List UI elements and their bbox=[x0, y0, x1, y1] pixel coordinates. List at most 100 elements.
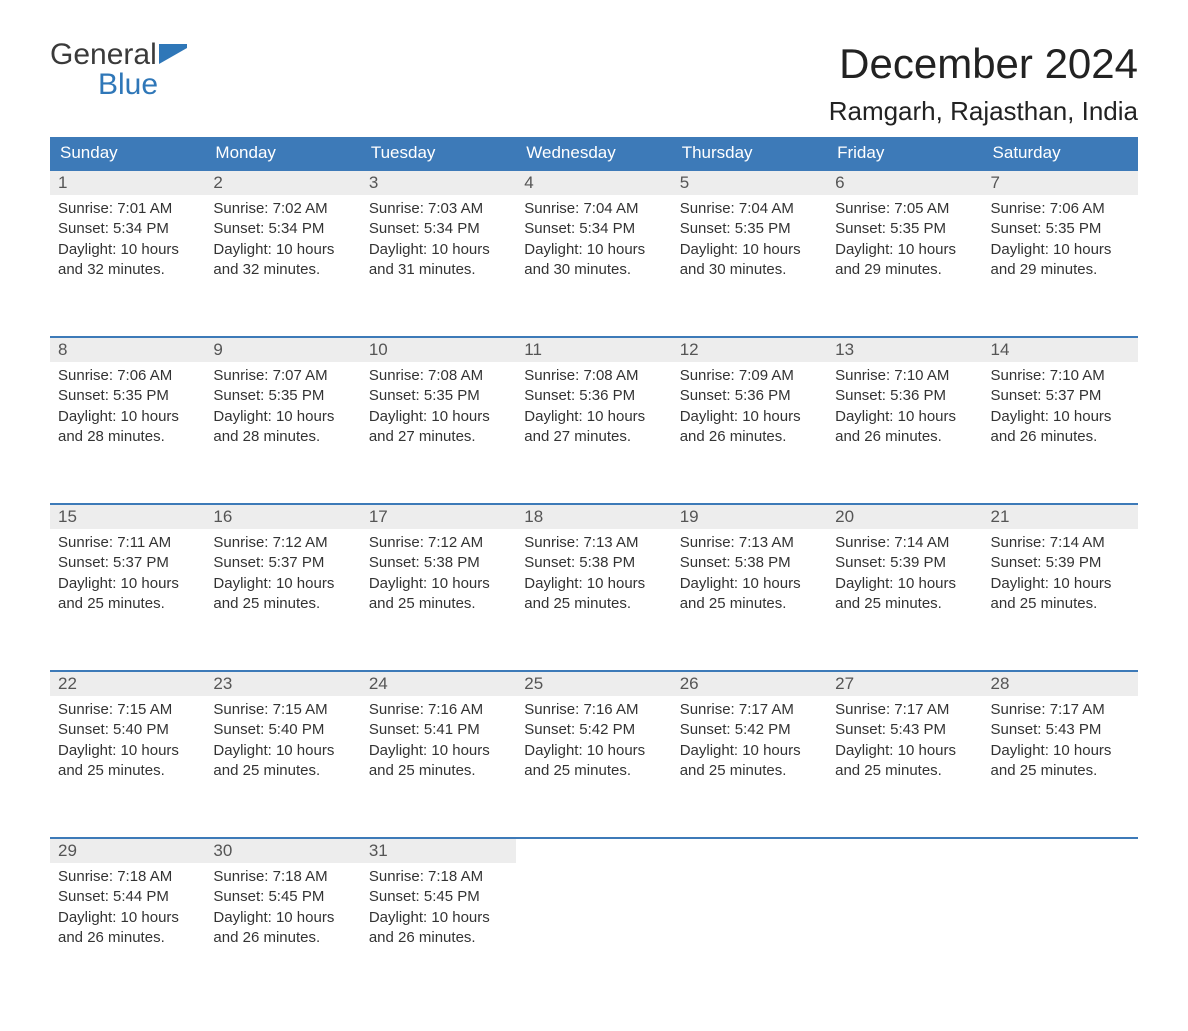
day-cell-content: Sunrise: 7:18 AMSunset: 5:45 PMDaylight:… bbox=[361, 863, 516, 991]
day-details: Sunrise: 7:18 AMSunset: 5:45 PMDaylight:… bbox=[361, 863, 516, 958]
day-sunset: Sunset: 5:37 PM bbox=[58, 553, 197, 573]
day-dl2: and 25 minutes. bbox=[680, 761, 819, 781]
day-sunset: Sunset: 5:35 PM bbox=[58, 386, 197, 406]
day-dl2: and 32 minutes. bbox=[213, 260, 352, 280]
day-sunrise: Sunrise: 7:03 AM bbox=[369, 199, 508, 219]
day-dl1: Daylight: 10 hours bbox=[369, 240, 508, 260]
day-cell-content: Sunrise: 7:16 AMSunset: 5:42 PMDaylight:… bbox=[516, 696, 671, 824]
day-cell-content: Sunrise: 7:01 AMSunset: 5:34 PMDaylight:… bbox=[50, 195, 205, 323]
day-cell-content: Sunrise: 7:10 AMSunset: 5:36 PMDaylight:… bbox=[827, 362, 982, 490]
day-number: 12 bbox=[672, 338, 827, 362]
day-dl1: Daylight: 10 hours bbox=[524, 574, 663, 594]
week-spacer bbox=[50, 490, 1138, 504]
calendar-table: Sunday Monday Tuesday Wednesday Thursday… bbox=[50, 137, 1138, 991]
day-cell-content: Sunrise: 7:17 AMSunset: 5:43 PMDaylight:… bbox=[983, 696, 1138, 824]
day-dl1: Daylight: 10 hours bbox=[213, 574, 352, 594]
day-number: 5 bbox=[672, 171, 827, 195]
day-dl2: and 29 minutes. bbox=[991, 260, 1130, 280]
day-cell-content bbox=[827, 863, 982, 991]
day-dl2: and 28 minutes. bbox=[213, 427, 352, 447]
day-sunset: Sunset: 5:45 PM bbox=[369, 887, 508, 907]
day-sunrise: Sunrise: 7:08 AM bbox=[369, 366, 508, 386]
day-cell-number: 3 bbox=[361, 170, 516, 195]
day-cell-content: Sunrise: 7:04 AMSunset: 5:35 PMDaylight:… bbox=[672, 195, 827, 323]
day-details: Sunrise: 7:03 AMSunset: 5:34 PMDaylight:… bbox=[361, 195, 516, 290]
day-sunset: Sunset: 5:44 PM bbox=[58, 887, 197, 907]
day-cell-number: 10 bbox=[361, 337, 516, 362]
day-dl1: Daylight: 10 hours bbox=[991, 574, 1130, 594]
day-dl2: and 25 minutes. bbox=[213, 761, 352, 781]
day-cell-number: 25 bbox=[516, 671, 671, 696]
day-number: 14 bbox=[983, 338, 1138, 362]
day-details: Sunrise: 7:14 AMSunset: 5:39 PMDaylight:… bbox=[827, 529, 982, 624]
day-details: Sunrise: 7:17 AMSunset: 5:43 PMDaylight:… bbox=[983, 696, 1138, 791]
day-sunrise: Sunrise: 7:18 AM bbox=[213, 867, 352, 887]
day-cell-content: Sunrise: 7:06 AMSunset: 5:35 PMDaylight:… bbox=[983, 195, 1138, 323]
day-dl1: Daylight: 10 hours bbox=[213, 240, 352, 260]
logo-line1: General bbox=[50, 40, 157, 70]
day-cell-number: 28 bbox=[983, 671, 1138, 696]
day-dl1: Daylight: 10 hours bbox=[369, 741, 508, 761]
day-sunset: Sunset: 5:39 PM bbox=[991, 553, 1130, 573]
day-number: 22 bbox=[50, 672, 205, 696]
day-sunrise: Sunrise: 7:09 AM bbox=[680, 366, 819, 386]
day-cell-content: Sunrise: 7:18 AMSunset: 5:44 PMDaylight:… bbox=[50, 863, 205, 991]
day-details: Sunrise: 7:16 AMSunset: 5:41 PMDaylight:… bbox=[361, 696, 516, 791]
day-number: 1 bbox=[50, 171, 205, 195]
day-cell-number: 8 bbox=[50, 337, 205, 362]
day-sunset: Sunset: 5:37 PM bbox=[213, 553, 352, 573]
weekday-header: Sunday bbox=[50, 137, 205, 170]
day-number: 20 bbox=[827, 505, 982, 529]
day-number: 18 bbox=[516, 505, 671, 529]
weekday-header-row: Sunday Monday Tuesday Wednesday Thursday… bbox=[50, 137, 1138, 170]
weekday-header: Thursday bbox=[672, 137, 827, 170]
day-details: Sunrise: 7:13 AMSunset: 5:38 PMDaylight:… bbox=[672, 529, 827, 624]
day-sunset: Sunset: 5:40 PM bbox=[58, 720, 197, 740]
day-dl2: and 25 minutes. bbox=[58, 761, 197, 781]
day-dl2: and 25 minutes. bbox=[369, 761, 508, 781]
logo-line2: Blue bbox=[98, 70, 187, 100]
day-dl1: Daylight: 10 hours bbox=[524, 407, 663, 427]
day-dl2: and 26 minutes. bbox=[369, 928, 508, 948]
day-cell-content: Sunrise: 7:12 AMSunset: 5:37 PMDaylight:… bbox=[205, 529, 360, 657]
day-sunrise: Sunrise: 7:07 AM bbox=[213, 366, 352, 386]
day-dl2: and 25 minutes. bbox=[835, 594, 974, 614]
day-number: 28 bbox=[983, 672, 1138, 696]
day-dl1: Daylight: 10 hours bbox=[680, 407, 819, 427]
day-number: 15 bbox=[50, 505, 205, 529]
day-cell-content bbox=[672, 863, 827, 991]
day-dl1: Daylight: 10 hours bbox=[835, 741, 974, 761]
day-details: Sunrise: 7:18 AMSunset: 5:44 PMDaylight:… bbox=[50, 863, 205, 958]
header: General Blue December 2024 Ramgarh, Raja… bbox=[50, 40, 1138, 127]
day-cell-number: 21 bbox=[983, 504, 1138, 529]
day-dl2: and 25 minutes. bbox=[680, 594, 819, 614]
day-cell-content: Sunrise: 7:11 AMSunset: 5:37 PMDaylight:… bbox=[50, 529, 205, 657]
day-dl2: and 26 minutes. bbox=[58, 928, 197, 948]
day-details: Sunrise: 7:12 AMSunset: 5:38 PMDaylight:… bbox=[361, 529, 516, 624]
day-sunrise: Sunrise: 7:17 AM bbox=[835, 700, 974, 720]
day-cell-content: Sunrise: 7:09 AMSunset: 5:36 PMDaylight:… bbox=[672, 362, 827, 490]
day-number: 29 bbox=[50, 839, 205, 863]
day-sunset: Sunset: 5:34 PM bbox=[369, 219, 508, 239]
day-sunset: Sunset: 5:34 PM bbox=[213, 219, 352, 239]
day-cell-number bbox=[516, 838, 671, 863]
day-sunrise: Sunrise: 7:04 AM bbox=[524, 199, 663, 219]
day-details: Sunrise: 7:10 AMSunset: 5:36 PMDaylight:… bbox=[827, 362, 982, 457]
day-details: Sunrise: 7:02 AMSunset: 5:34 PMDaylight:… bbox=[205, 195, 360, 290]
day-cell-number: 1 bbox=[50, 170, 205, 195]
day-sunrise: Sunrise: 7:10 AM bbox=[835, 366, 974, 386]
day-cell-number: 13 bbox=[827, 337, 982, 362]
day-dl1: Daylight: 10 hours bbox=[991, 407, 1130, 427]
day-dl1: Daylight: 10 hours bbox=[369, 407, 508, 427]
day-cell-number: 9 bbox=[205, 337, 360, 362]
day-dl1: Daylight: 10 hours bbox=[58, 574, 197, 594]
day-dl2: and 25 minutes. bbox=[991, 761, 1130, 781]
day-sunrise: Sunrise: 7:12 AM bbox=[369, 533, 508, 553]
day-cell-number: 26 bbox=[672, 671, 827, 696]
day-dl2: and 28 minutes. bbox=[58, 427, 197, 447]
day-dl1: Daylight: 10 hours bbox=[991, 741, 1130, 761]
day-sunset: Sunset: 5:40 PM bbox=[213, 720, 352, 740]
day-dl2: and 29 minutes. bbox=[835, 260, 974, 280]
day-number-row: 22232425262728 bbox=[50, 671, 1138, 696]
day-number: 19 bbox=[672, 505, 827, 529]
